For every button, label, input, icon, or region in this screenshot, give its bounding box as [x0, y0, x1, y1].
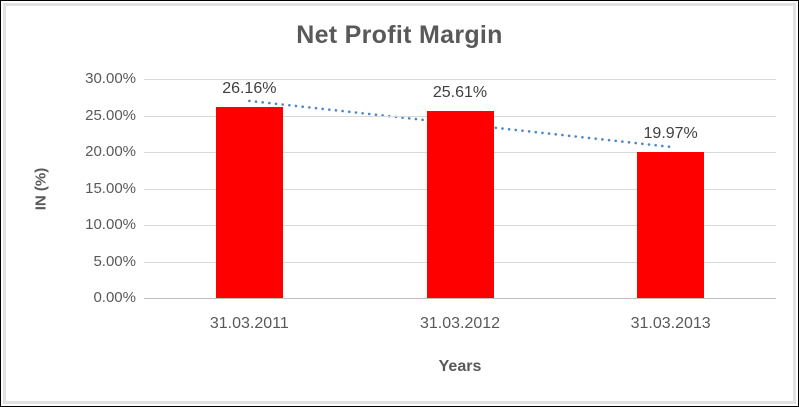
x-axis-labels: 31.03.2011 31.03.2012 31.03.2013: [1, 315, 798, 337]
y-tick-label: 0.00%: [93, 289, 136, 306]
y-tick-label: 10.00%: [85, 216, 136, 233]
plot-area: 26.16% 25.61% 19.97%: [144, 79, 776, 299]
x-axis-title: Years: [438, 358, 482, 375]
x-tick-label: 31.03.2012: [419, 315, 501, 332]
x-tick-label: 31.03.2013: [630, 315, 711, 332]
bar-31.03.2012: [426, 111, 494, 298]
y-axis-tick-labels: 30.00% 25.00% 20.00% 15.00% 10.00% 5.00% 0.00%: [1, 1, 136, 406]
y-tick-label: 30.00%: [85, 70, 136, 87]
y-tick-label: 15.00%: [85, 179, 136, 197]
x-tick-label: 31.03.2011: [209, 315, 289, 332]
data-label: 19.97%: [643, 125, 698, 143]
data-label: 25.61%: [432, 84, 488, 102]
y-tick-label: 25.00%: [85, 106, 136, 124]
chart-title: Net Profit Margin: [296, 21, 503, 49]
y-tick-label: 5.00%: [93, 252, 136, 270]
bar-31.03.2011: [215, 107, 283, 298]
data-label: 26.16%: [222, 80, 277, 98]
y-tick-label: 20.00%: [85, 143, 136, 160]
bar-31.03.2013: [637, 152, 705, 298]
x-axis-line: [144, 298, 776, 299]
gridline: [144, 79, 776, 80]
